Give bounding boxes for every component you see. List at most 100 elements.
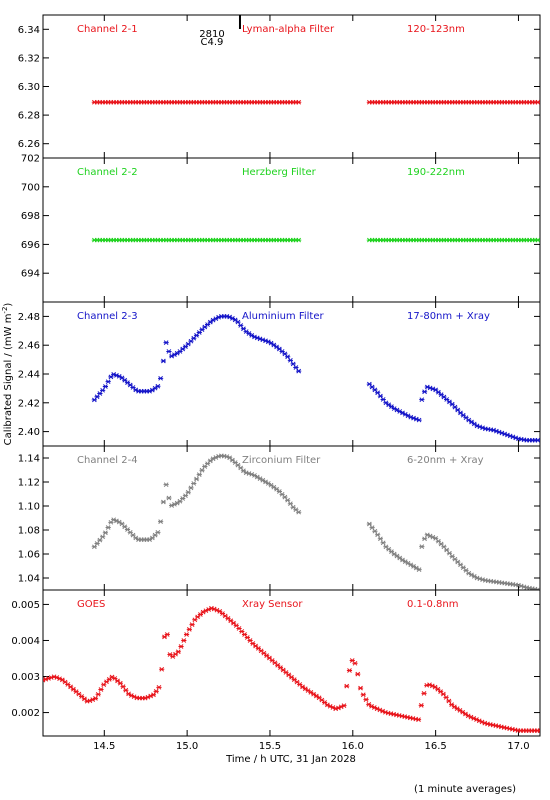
- panel-band-label: 17-80nm + Xray: [407, 311, 490, 322]
- data-point: [102, 530, 109, 536]
- data-point: [102, 384, 109, 389]
- data-point: [287, 501, 293, 507]
- panel-filter-label: Xray Sensor: [242, 599, 303, 610]
- panels: 6.26 6.28 6.30 6.32 6.34 Channel 2-1 Lyman-alp…: [11, 14, 541, 737]
- panel-5: 0.002 0.003 0.004 0.005 GOES Xray Sensor 0.1-0…: [11, 589, 541, 737]
- data-point: [535, 99, 540, 105]
- data-point: [199, 467, 205, 473]
- data-point: [178, 644, 184, 649]
- data-point: [207, 319, 213, 325]
- data-point: [296, 509, 302, 515]
- y-tick-label: 2.46: [18, 341, 40, 352]
- panel-channel-label: Channel 2-4: [77, 455, 138, 466]
- data-point: [372, 528, 378, 534]
- series-markers: [91, 314, 540, 443]
- data-point: [443, 695, 449, 700]
- series-1: [91, 453, 302, 550]
- y-tick-label: 0.004: [11, 636, 40, 647]
- data-point: [535, 437, 540, 443]
- data-point: [357, 685, 364, 691]
- data-point: [95, 691, 101, 697]
- data-point: [268, 340, 274, 346]
- data-point: [246, 331, 252, 336]
- data-point: [535, 237, 540, 243]
- x-tick-label: 17.0: [507, 741, 529, 752]
- data-point: [160, 499, 166, 505]
- x-axis-label: Time / h UTC, 31 Jan 2028: [225, 754, 356, 765]
- y-tick-label: 1.04: [18, 574, 40, 585]
- data-point: [189, 622, 195, 627]
- data-point: [271, 342, 277, 348]
- data-point: [299, 684, 306, 690]
- y-tick-label: 0.003: [11, 672, 40, 683]
- data-point: [120, 684, 126, 689]
- data-point: [344, 683, 350, 689]
- data-point: [185, 489, 191, 495]
- event-marker: 2810 C4.9: [199, 15, 241, 48]
- y-axis-label-tail: ): [3, 303, 14, 307]
- data-point: [193, 476, 200, 482]
- series-markers: [91, 99, 540, 105]
- data-point: [158, 375, 164, 381]
- data-point: [183, 632, 190, 637]
- data-point: [116, 519, 122, 525]
- data-point: [383, 400, 389, 406]
- data-point: [341, 703, 347, 708]
- data-point: [397, 555, 403, 561]
- y-tick-label: 1.10: [18, 502, 40, 513]
- data-point: [100, 387, 106, 393]
- data-point: [296, 368, 302, 374]
- panel-filter-label: Herzberg Filter: [242, 167, 317, 178]
- panel-filter-label: Aluminium Filter: [242, 311, 325, 322]
- y-tick-label: 0.002: [11, 708, 40, 719]
- y-tick-label: 1.06: [18, 550, 40, 561]
- data-point: [421, 536, 428, 542]
- y-tick-label: 696: [21, 240, 40, 251]
- series-1: [91, 99, 302, 105]
- series-markers: [91, 237, 540, 243]
- y-tick-label: 6.34: [18, 25, 40, 36]
- data-point: [416, 567, 422, 572]
- y-tick-label: 698: [21, 211, 40, 222]
- data-point: [346, 668, 353, 673]
- panel-channel-label: Channel 2-2: [77, 167, 138, 178]
- data-point: [105, 525, 111, 530]
- y-tick-label: 0.005: [11, 600, 40, 611]
- data-point: [293, 365, 299, 370]
- data-point: [149, 387, 155, 393]
- data-point: [166, 495, 172, 501]
- y-tick-label: 2.42: [18, 398, 40, 409]
- y-tick-label: 1.14: [18, 454, 40, 465]
- y-axis-label: Calibrated Signal / (mW m-2): [1, 303, 14, 446]
- data-point: [174, 500, 180, 506]
- data-point: [98, 687, 104, 692]
- panel-filter-label: Lyman-alpha Filter: [242, 24, 335, 35]
- data-point: [375, 532, 381, 538]
- event-marker-label-id: 2810: [199, 29, 224, 40]
- y-tick-label: 700: [21, 182, 40, 193]
- data-point: [360, 692, 366, 698]
- data-point: [352, 660, 358, 666]
- data-point: [386, 402, 392, 408]
- data-point: [377, 536, 384, 542]
- data-point: [196, 472, 202, 477]
- y-tick-label: 6.26: [18, 139, 40, 150]
- data-point: [537, 728, 540, 733]
- series-markers: [91, 453, 540, 590]
- data-point: [159, 666, 165, 672]
- data-point: [468, 419, 475, 425]
- panel-channel-label: GOES: [77, 599, 105, 610]
- y-tick-label: 2.44: [18, 370, 40, 381]
- data-point: [156, 684, 162, 690]
- data-point: [186, 627, 192, 632]
- x-tick-label: 16.5: [424, 741, 446, 752]
- data-point: [419, 544, 425, 549]
- panel-filter-label: Zirconium Filter: [242, 455, 321, 466]
- series-1: [91, 237, 302, 243]
- data-point: [271, 484, 277, 490]
- data-point: [191, 481, 197, 486]
- data-point: [268, 482, 274, 488]
- y-tick-label: 6.28: [18, 111, 40, 122]
- data-point: [290, 361, 296, 367]
